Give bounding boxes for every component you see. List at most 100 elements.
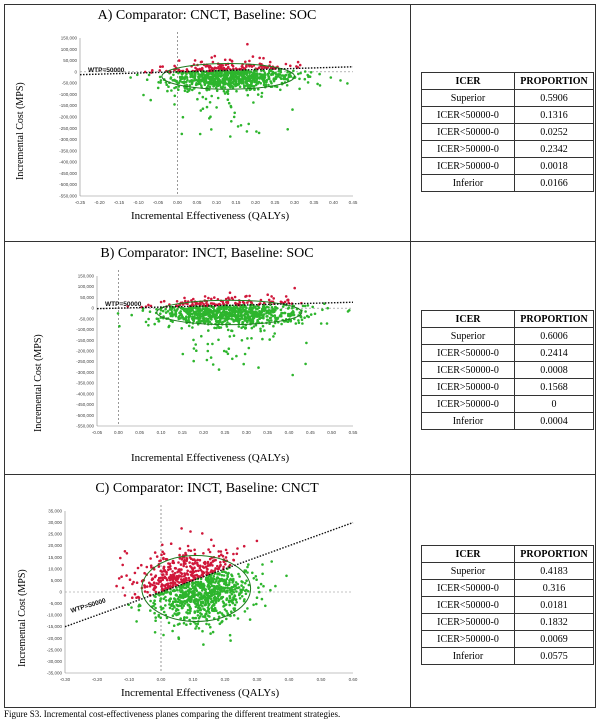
data-point [185,76,189,80]
data-point [223,604,226,607]
data-point [177,59,181,62]
panel-a: A) Comparator: CNCT, Baseline: SOC -0.25… [5,4,409,241]
data-point [224,310,227,314]
data-point [179,601,182,605]
data-point [227,347,231,350]
table-cell: ICER<50000-0 [421,344,515,362]
data-point [229,312,233,316]
data-point [193,576,197,580]
data-point [206,601,210,604]
data-point [175,607,178,611]
data-point [178,598,181,602]
data-point [249,317,252,321]
data-point [245,76,249,79]
icer-table-a: ICER PROPORTION Superior 0.5906 ICER<5000… [421,72,594,192]
data-point [152,601,155,605]
data-point [189,622,192,626]
data-point [258,62,262,66]
data-point [216,572,219,576]
data-point [203,295,207,298]
data-point [256,320,259,324]
data-point [187,582,191,586]
data-point [225,609,228,613]
data-point [182,562,186,565]
data-point [224,548,228,552]
data-point [231,64,235,68]
data-point [117,577,121,580]
data-point [227,101,231,105]
data-point [234,598,238,602]
table-cell: 0.6006 [514,327,594,345]
data-point [231,73,235,77]
data-point [258,314,262,317]
data-point [196,307,199,310]
data-point [185,307,189,311]
table-row: ICER>50000-0 0.1832 [421,613,594,631]
table-row: ICER<50000-0 0.316 [421,579,594,597]
y-tick-label: -150,000 [76,338,94,343]
data-point [205,567,209,570]
data-point [223,317,226,320]
x-tick-label: -0.30 [60,677,71,682]
data-point [211,584,215,588]
y-tick-label: -400,000 [59,160,77,165]
data-point [211,342,214,346]
data-point [233,311,236,314]
data-point [240,70,243,73]
data-point [148,584,152,588]
data-point [179,596,183,599]
x-tick-label: -0.15 [114,200,125,205]
data-point [219,590,222,593]
data-point [201,584,204,588]
data-point [179,563,183,566]
data-point [272,309,275,312]
data-point [221,313,225,317]
data-point [138,604,142,607]
table-row: ICER<50000-0 0.0252 [421,123,594,141]
data-point [276,317,279,321]
data-point [161,309,165,313]
data-point [165,616,169,620]
data-point [252,577,256,580]
data-point [339,79,342,82]
data-point [149,98,152,102]
data-point [166,89,169,93]
data-point [158,75,162,79]
table-row: Inferior 0.0166 [421,174,594,192]
data-point [188,87,192,91]
data-point [153,584,156,587]
data-point [200,73,203,76]
data-point [229,639,232,642]
data-point [194,66,197,70]
data-point [214,558,217,562]
data-point [211,600,215,604]
x-tick-label: 0.45 [306,430,315,435]
data-point [173,589,177,592]
data-point [165,583,169,586]
row-divider [4,241,596,242]
x-tick-label: -0.20 [92,677,103,682]
data-point [219,318,222,321]
data-point [218,584,221,587]
data-point [135,596,138,599]
data-point [150,566,153,569]
data-point [196,564,200,567]
data-point [160,592,164,596]
data-point [242,74,246,78]
data-point [241,300,245,304]
data-point [233,295,237,299]
figure-frame [4,4,596,708]
data-point [157,81,160,84]
data-point [149,304,153,308]
y-tick-label: 10,000 [48,566,62,571]
data-point [209,632,212,635]
table-header: ICER [421,72,515,90]
data-point [200,60,204,64]
data-point [133,571,137,575]
data-point [277,75,280,78]
data-point [171,573,175,576]
data-point [221,554,225,558]
data-point [205,81,209,84]
data-point [210,297,213,301]
data-point [217,310,220,314]
